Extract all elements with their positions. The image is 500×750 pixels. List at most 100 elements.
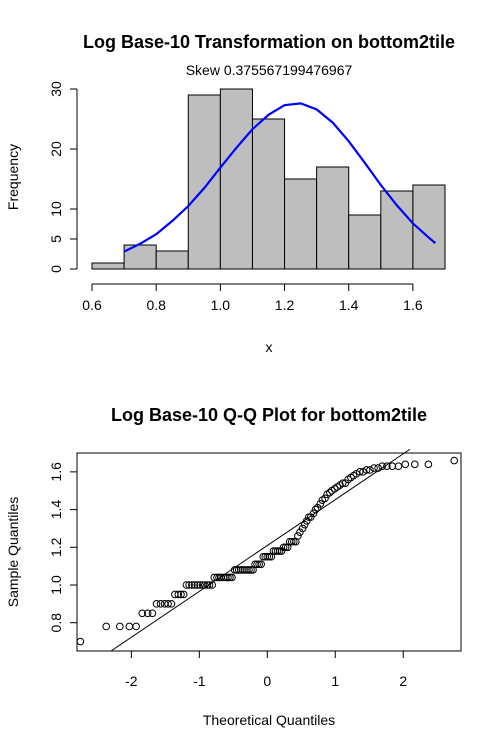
histogram-x-tick-label: 1.0 bbox=[211, 297, 231, 313]
qq-point bbox=[138, 609, 147, 618]
qq-point bbox=[255, 560, 263, 569]
qq-point bbox=[374, 464, 382, 472]
qq-point bbox=[410, 460, 419, 469]
qq-point bbox=[313, 503, 322, 512]
histogram-y-tick-label: 5 bbox=[48, 235, 64, 243]
normal-density-curve bbox=[123, 102, 437, 253]
qq-point bbox=[304, 513, 313, 521]
qq-point bbox=[257, 560, 265, 569]
qq-point bbox=[362, 466, 371, 474]
qq-point bbox=[277, 547, 286, 555]
qq-panel: Log Base-10 Q-Q Plot for bottom2tile -2-… bbox=[5, 405, 462, 728]
qq-x-tick-label: 0 bbox=[263, 673, 271, 689]
qq-point bbox=[326, 488, 334, 497]
qq-point bbox=[401, 460, 410, 469]
qq-point bbox=[143, 609, 152, 618]
qq-point bbox=[316, 500, 325, 508]
qq-point bbox=[450, 456, 459, 465]
qq-y-tick-label: 1.6 bbox=[48, 462, 64, 482]
qq-point bbox=[263, 552, 272, 561]
qq-point bbox=[366, 466, 374, 474]
qq-point bbox=[378, 462, 386, 471]
histogram-y-tick-label: 0 bbox=[48, 265, 64, 273]
qq-y-tick-label: 0.8 bbox=[48, 613, 64, 633]
qq-x-tick-label: -1 bbox=[193, 673, 206, 689]
qq-point bbox=[265, 552, 274, 561]
qq-x-tick-label: -2 bbox=[125, 673, 138, 689]
histogram-bar bbox=[348, 214, 382, 270]
qq-point bbox=[302, 517, 311, 525]
histogram-x-tick-label: 1.4 bbox=[339, 297, 359, 313]
qq-point bbox=[245, 566, 253, 574]
histogram-x-tick-label: 1.2 bbox=[275, 297, 295, 313]
qq-point bbox=[296, 528, 304, 537]
histogram-bar bbox=[380, 190, 414, 270]
qq-point bbox=[424, 460, 433, 469]
qq-point bbox=[341, 479, 350, 487]
histogram-panel: Log Base-10 Transformation on bottom2til… bbox=[5, 32, 455, 355]
qq-point bbox=[281, 543, 290, 552]
qq-point bbox=[273, 547, 282, 555]
histogram-x-axis: 0.6 0.8 1.0 1.2 1.4 1.6 bbox=[82, 283, 423, 313]
qq-x-tick-label: 2 bbox=[399, 673, 407, 689]
qq-point bbox=[290, 537, 298, 546]
qq-point bbox=[321, 494, 329, 503]
histogram-y-axis: 0 5 10 20 30 bbox=[48, 81, 78, 273]
qq-point bbox=[148, 609, 157, 618]
qq-point bbox=[228, 573, 236, 582]
qq-y-label: Sample Quantiles bbox=[5, 497, 21, 608]
qq-point bbox=[383, 462, 391, 471]
histogram-y-label: Frequency bbox=[5, 144, 21, 210]
qq-point bbox=[132, 622, 140, 631]
qq-plot-box bbox=[76, 452, 462, 652]
qq-point bbox=[208, 581, 217, 589]
qq-point bbox=[76, 637, 85, 646]
histogram-bar bbox=[187, 94, 221, 270]
qq-point bbox=[298, 524, 307, 533]
qq-point bbox=[179, 590, 188, 599]
qq-point bbox=[203, 581, 212, 589]
histogram-bar bbox=[251, 118, 286, 270]
qq-point bbox=[167, 600, 176, 608]
qq-point bbox=[188, 581, 196, 589]
qq-point bbox=[125, 622, 134, 631]
qq-point bbox=[370, 464, 378, 472]
qq-y-tick-label: 1.2 bbox=[48, 537, 64, 557]
histogram-x-tick-label: 0.8 bbox=[146, 297, 166, 313]
histogram-bars bbox=[91, 88, 446, 270]
qq-point bbox=[190, 581, 199, 589]
histogram-bar bbox=[284, 178, 318, 270]
qq-point bbox=[156, 600, 165, 608]
qq-point bbox=[193, 581, 202, 589]
qq-x-label: Theoretical Quantiles bbox=[203, 712, 335, 728]
qq-y-tick-label: 1.0 bbox=[48, 575, 64, 595]
histogram-bar bbox=[155, 250, 189, 270]
qq-point bbox=[164, 600, 172, 608]
histogram-x-label: x bbox=[266, 339, 273, 355]
histogram-x-tick-label: 0.6 bbox=[82, 297, 102, 313]
qq-x-axis: -2 -1 0 1 2 bbox=[125, 650, 407, 689]
qq-point bbox=[309, 509, 318, 518]
histogram-y-tick-label: 30 bbox=[48, 81, 64, 97]
histogram-y-tick-label: 20 bbox=[48, 141, 64, 157]
qq-point bbox=[279, 543, 288, 552]
qq-point bbox=[300, 520, 309, 529]
qq-point bbox=[338, 479, 347, 487]
histogram-title: Log Base-10 Transformation on bottom2til… bbox=[83, 32, 455, 52]
qq-point bbox=[306, 513, 315, 521]
qq-point bbox=[355, 468, 364, 476]
qq-point bbox=[311, 505, 320, 514]
histogram-y-tick-label: 10 bbox=[48, 201, 64, 217]
histogram-subtitle: Skew 0.375567199476967 bbox=[186, 62, 353, 78]
qq-point bbox=[224, 573, 232, 582]
qq-point bbox=[247, 566, 255, 574]
qq-point bbox=[287, 537, 296, 546]
qq-point bbox=[200, 581, 209, 589]
qq-point bbox=[177, 590, 185, 599]
qq-y-axis: 0.8 1.0 1.2 1.4 1.6 bbox=[48, 462, 77, 633]
qq-point bbox=[185, 581, 193, 589]
qq-points bbox=[76, 456, 459, 646]
qq-point bbox=[174, 590, 183, 599]
qq-point bbox=[152, 600, 161, 608]
